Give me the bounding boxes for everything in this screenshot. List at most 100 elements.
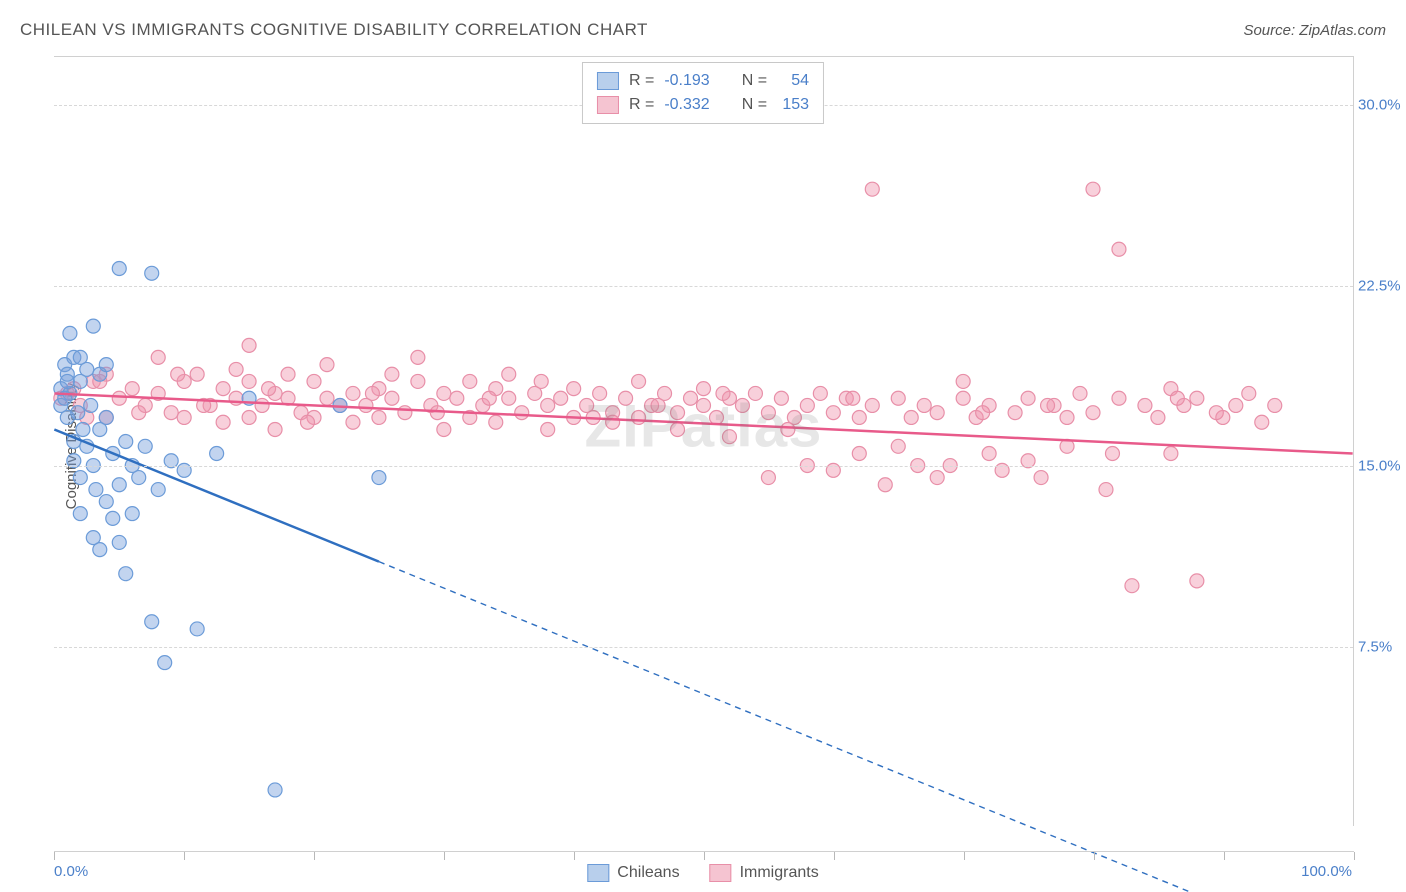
data-point	[71, 406, 85, 420]
x-tick	[1354, 852, 1355, 860]
data-point	[86, 319, 100, 333]
data-point	[1242, 386, 1256, 400]
data-point	[1209, 406, 1223, 420]
data-point	[826, 406, 840, 420]
data-point	[112, 535, 126, 549]
data-point	[132, 471, 146, 485]
data-point	[112, 261, 126, 275]
data-point	[709, 410, 723, 424]
data-point	[697, 398, 711, 412]
data-point	[761, 471, 775, 485]
data-point	[671, 422, 685, 436]
data-point	[151, 483, 165, 497]
data-point	[73, 507, 87, 521]
data-point	[385, 391, 399, 405]
x-tick	[314, 852, 315, 860]
data-point	[430, 406, 444, 420]
data-point	[190, 622, 204, 636]
data-point	[242, 410, 256, 424]
r-value-immigrants: -0.332	[664, 93, 709, 117]
legend-item-chileans: Chileans	[587, 864, 679, 882]
data-point	[632, 374, 646, 388]
data-point	[164, 406, 178, 420]
x-tick	[54, 852, 55, 860]
data-point	[1268, 398, 1282, 412]
data-point	[106, 511, 120, 525]
data-point	[177, 410, 191, 424]
data-point	[262, 382, 276, 396]
grid-line	[54, 286, 1353, 287]
data-point	[852, 410, 866, 424]
legend-swatch-chileans	[597, 72, 619, 90]
data-point	[307, 374, 321, 388]
data-point	[541, 398, 555, 412]
data-point	[132, 406, 146, 420]
data-point	[346, 415, 360, 429]
data-point	[976, 406, 990, 420]
data-point	[112, 478, 126, 492]
data-point	[145, 266, 159, 280]
data-point	[93, 543, 107, 557]
data-point	[119, 567, 133, 581]
data-point	[1112, 391, 1126, 405]
data-point	[852, 447, 866, 461]
data-point	[242, 338, 256, 352]
data-point	[125, 382, 139, 396]
data-point	[158, 656, 172, 670]
data-point	[1021, 391, 1035, 405]
data-point	[1170, 391, 1184, 405]
n-value-immigrants: 153	[777, 93, 809, 117]
data-point	[800, 398, 814, 412]
data-point	[99, 358, 113, 372]
legend-label-immigrants: Immigrants	[740, 864, 819, 882]
data-point	[1073, 386, 1087, 400]
data-point	[1086, 406, 1100, 420]
data-point	[1255, 415, 1269, 429]
data-point	[145, 615, 159, 629]
r-label: R =	[629, 69, 654, 93]
data-point	[89, 483, 103, 497]
source-label: Source: ZipAtlas.com	[1243, 22, 1386, 39]
data-point	[216, 382, 230, 396]
data-point	[84, 398, 98, 412]
data-point	[735, 398, 749, 412]
data-point	[697, 382, 711, 396]
x-axis-line	[54, 851, 1354, 852]
data-point	[112, 391, 126, 405]
data-point	[1086, 182, 1100, 196]
data-point	[99, 410, 113, 424]
data-point	[930, 406, 944, 420]
scatter-plot-svg	[54, 57, 1353, 826]
legend-swatch-immigrants-b	[710, 864, 732, 882]
y-tick-label: 15.0%	[1358, 458, 1406, 475]
data-point	[437, 422, 451, 436]
data-point	[411, 374, 425, 388]
legend-row-immigrants: R = -0.332 N = 153	[597, 93, 809, 117]
data-point	[878, 478, 892, 492]
data-point	[502, 367, 516, 381]
x-tick	[1094, 852, 1095, 860]
data-point	[411, 350, 425, 364]
data-point	[1138, 398, 1152, 412]
data-point	[372, 471, 386, 485]
data-point	[138, 439, 152, 453]
data-point	[813, 386, 827, 400]
data-point	[930, 471, 944, 485]
r-value-chileans: -0.193	[664, 69, 709, 93]
x-tick	[574, 852, 575, 860]
trend-line-chileans-dashed	[379, 562, 1353, 892]
data-point	[1099, 483, 1113, 497]
data-point	[482, 391, 496, 405]
data-point	[385, 367, 399, 381]
x-max-label: 100.0%	[1301, 863, 1352, 880]
data-point	[372, 410, 386, 424]
data-point	[684, 391, 698, 405]
data-point	[515, 406, 529, 420]
x-tick	[964, 852, 965, 860]
data-point	[1060, 410, 1074, 424]
data-point	[606, 415, 620, 429]
data-point	[1229, 398, 1243, 412]
data-point	[1105, 447, 1119, 461]
data-point	[1190, 574, 1204, 588]
data-point	[917, 398, 931, 412]
